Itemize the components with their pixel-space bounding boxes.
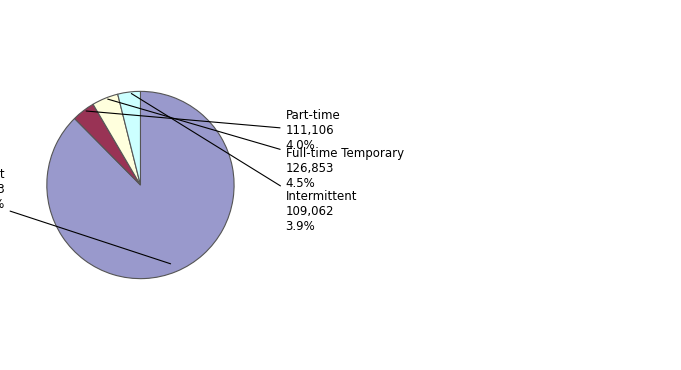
Text: Intermittent
109,062
3.9%: Intermittent 109,062 3.9% [131,94,357,233]
Text: Part-time
111,106
4.0%: Part-time 111,106 4.0% [86,109,340,152]
Wedge shape [74,104,140,185]
Wedge shape [93,94,140,185]
Wedge shape [118,91,140,185]
Wedge shape [47,91,234,279]
Text: Full-time Temporary
126,853
4.5%: Full-time Temporary 126,853 4.5% [108,99,404,190]
Text: Full-time Permanent
2,446,403
87.6%: Full-time Permanent 2,446,403 87.6% [0,168,170,264]
